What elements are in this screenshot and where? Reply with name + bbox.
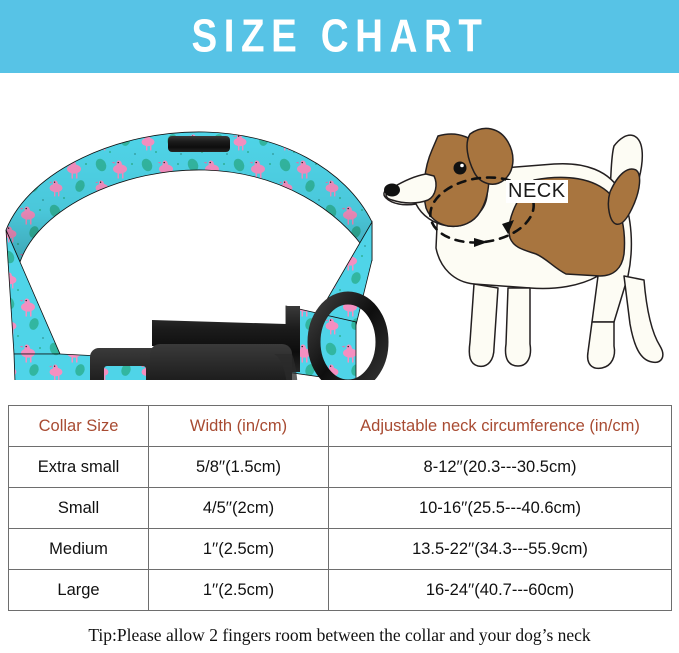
- neck-measure-label: NECK: [506, 180, 568, 203]
- collar-d-ring: [307, 291, 389, 380]
- cell-size: Large: [8, 569, 149, 611]
- column-header-width: Width (in/cm): [148, 405, 329, 447]
- cell-neck: 16-24′′(40.7---60cm): [328, 569, 672, 611]
- cell-neck: 8-12′′(20.3---30.5cm): [328, 446, 672, 488]
- cell-width: 1′′(2.5cm): [148, 528, 329, 570]
- collar-buckle-left: [90, 348, 160, 380]
- size-chart-table: Collar Size Width (in/cm) Adjustable nec…: [8, 405, 672, 611]
- table-row: Extra small 5/8′′(1.5cm) 8-12′′(20.3---3…: [8, 446, 672, 488]
- tip-text: Tip:Please allow 2 fingers room between …: [88, 625, 591, 645]
- cell-width: 1′′(2.5cm): [148, 569, 329, 611]
- dog-eye: [453, 161, 467, 175]
- table-header-row: Collar Size Width (in/cm) Adjustable nec…: [8, 405, 672, 447]
- collar-product-photo: ARING PET: [0, 110, 410, 380]
- cell-size: Extra small: [8, 446, 149, 488]
- cell-neck: 13.5-22′′(34.3---55.9cm): [328, 528, 672, 570]
- column-header-collar-size: Collar Size: [8, 405, 149, 447]
- collar-buckle-body: ARING PET: [150, 306, 300, 380]
- collar-keeper-loop: [168, 136, 230, 152]
- cell-neck: 10-16′′(25.5---40.6cm): [328, 487, 672, 529]
- table-row: Large 1′′(2.5cm) 16-24′′(40.7---60cm): [8, 569, 672, 611]
- column-header-neck: Adjustable neck circumference (in/cm): [328, 405, 672, 447]
- header-banner: SIZE CHART: [0, 0, 679, 73]
- dog-illustration: [378, 108, 679, 383]
- dog-nose: [384, 183, 400, 197]
- cell-width: 4/5′′(2cm): [148, 487, 329, 529]
- cell-size: Small: [8, 487, 149, 529]
- page-title: SIZE CHART: [190, 10, 489, 62]
- cell-width: 5/8′′(1.5cm): [148, 446, 329, 488]
- neck-measure-arrows: [474, 220, 514, 247]
- cell-size: Medium: [8, 528, 149, 570]
- table-row: Small 4/5′′(2cm) 10-16′′(25.5---40.6cm): [8, 487, 672, 529]
- table-row: Medium 1′′(2.5cm) 13.5-22′′(34.3---55.9c…: [8, 528, 672, 570]
